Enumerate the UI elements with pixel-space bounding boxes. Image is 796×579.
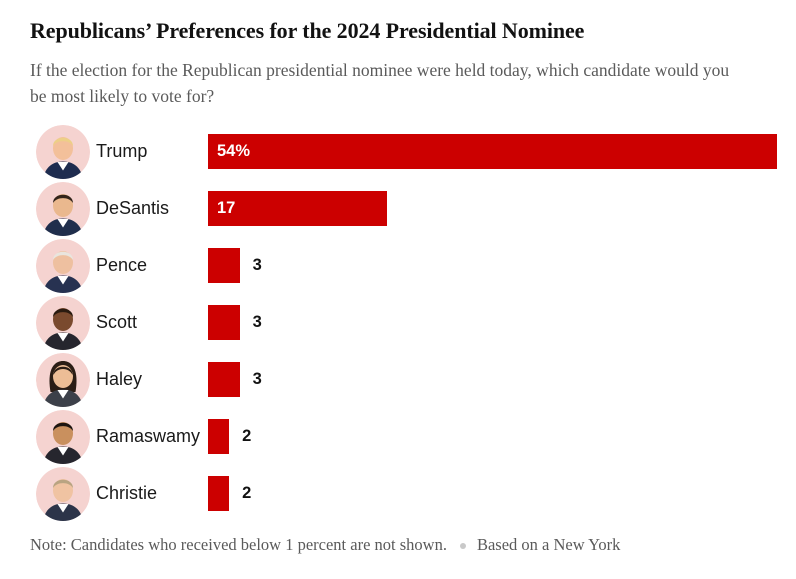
bar-area: 54% [208,134,796,169]
chart-row: Haley 3 [0,351,796,408]
separator-dot-icon [459,543,466,549]
bar-value-label: 17 [217,199,236,217]
article-graphic: Republicans’ Preferences for the 2024 Pr… [0,18,796,579]
footer-source: Based on a New York [476,535,621,554]
bar-value-label: 2 [242,484,252,502]
candidate-label: Haley [96,369,143,389]
bar-value-label: 3 [252,313,262,331]
candidate-avatar-icon [36,181,90,236]
chart-row: Pence 3 [0,237,796,294]
bar-area: 3 [208,305,796,340]
bar-value-label: 3 [252,256,262,274]
bar-area: 2 [208,476,796,511]
chart-footer: Note: Candidates who received below 1 pe… [30,535,766,555]
candidate-label: Christie [96,483,158,503]
bar-area: 3 [208,248,796,283]
bar-area: 3 [208,362,796,397]
footer-note: Note: Candidates who received below 1 pe… [30,535,447,554]
chart-subtitle: If the election for the Republican presi… [30,60,730,106]
bar [208,362,240,397]
bar [208,305,240,340]
bar-chart: Trump 54% DeSantis 17 Pence 3 Scott 3 Ha… [0,123,796,522]
bar [208,476,230,511]
bar-area: 2 [208,419,796,454]
candidate-avatar-icon [36,466,90,521]
candidate-label: Ramaswamy [96,426,201,446]
candidate-avatar-icon [36,352,90,407]
bar-value-label: 54% [217,142,251,160]
candidate-avatar-icon [36,409,90,464]
chart-row: Trump 54% [0,123,796,180]
chart-row: DeSantis 17 [0,180,796,237]
chart-row: Scott 3 [0,294,796,351]
chart-title: Republicans’ Preferences for the 2024 Pr… [30,18,585,43]
bar-area: 17 [208,191,796,226]
bar [208,191,388,226]
candidate-label: DeSantis [96,198,170,218]
bar-value-label: 3 [252,370,262,388]
candidate-label: Trump [96,141,148,161]
bar-value-label: 2 [242,427,252,445]
candidate-avatar-icon [36,124,90,179]
bar [208,134,777,169]
candidate-label: Pence [96,255,148,275]
candidate-avatar-icon [36,295,90,350]
bar [208,419,230,454]
candidate-avatar-icon [36,238,90,293]
bar [208,248,240,283]
chart-row: Ramaswamy 2 [0,408,796,465]
candidate-label: Scott [96,312,138,332]
chart-row: Christie 2 [0,465,796,522]
